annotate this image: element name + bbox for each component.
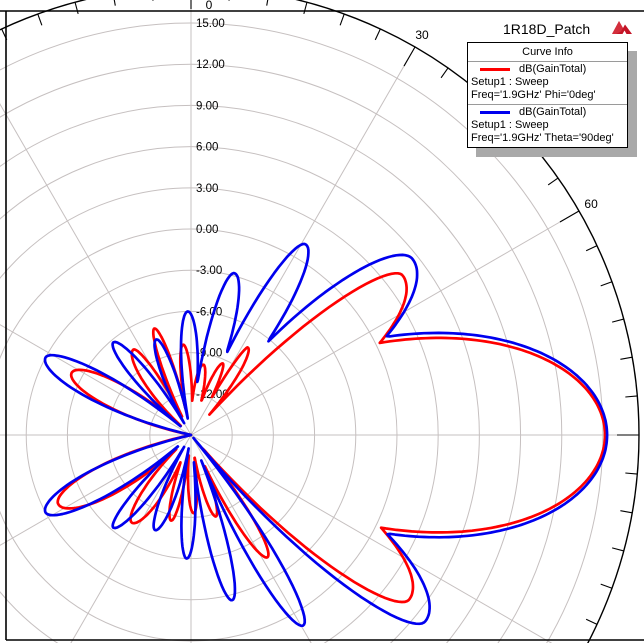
blue-line-swatch [480,111,510,114]
radial-axis-label: 3.00 [196,183,218,195]
angle-tick [585,245,598,252]
angle-tick [228,0,230,1]
page-title: 1R18D_Patch [503,21,591,37]
angle-tick [612,547,624,552]
angle-tick [600,583,613,589]
angle-spoke [0,434,192,546]
radial-axis-label: -3.00 [196,265,222,277]
radial-axis-label: -9.00 [196,348,222,360]
angle-tick [620,510,633,514]
angle-tick [152,0,154,1]
series-curve-theta90 [43,242,609,628]
angle-tick [113,0,116,6]
angle-tick [620,356,633,360]
angle-tick [524,146,535,156]
angle-tick [374,28,381,41]
angle-tick [339,13,345,26]
radial-axis-label: 0.00 [196,224,218,236]
radial-grid-ring [0,187,439,643]
radial-axis-label: 9.00 [196,100,218,112]
radial-axis-label: 12.00 [196,59,225,71]
angle-tick [37,13,43,26]
angle-spoke [190,434,312,643]
series-curve-phi0 [56,271,607,604]
angle-tick [266,0,269,6]
radial-grid-ring [0,63,563,643]
angle-tick [559,210,580,223]
radial-axis-label: 6.00 [196,142,218,154]
angle-tick [585,618,598,625]
angle-tick [403,46,416,67]
legend-entry-setup: Setup1 : Sweep [471,76,549,88]
angle-tick [625,472,638,475]
radial-grid-ring [0,105,521,643]
curve-info-legend: Curve Info dB(GainTotal) Setup1 : Sweep … [467,42,628,148]
angle-spoke [190,434,553,643]
legend-entry-condition: Freq='1.9GHz' Phi='0deg' [471,89,596,101]
legend-header: Curve Info [468,43,627,62]
legend-entry-label: dB(GainTotal) [519,63,587,75]
legend-entry-phi0: dB(GainTotal) Setup1 : Sweep Freq='1.9GH… [468,62,627,104]
legend-entry-condition: Freq='1.9GHz' Theta='90deg' [471,132,614,144]
angle-spoke [190,210,580,436]
angle-tick [612,318,624,323]
legend-entry-theta90: dB(GainTotal) Setup1 : Sweep Freq='1.9GH… [468,104,627,147]
angle-axis-label: 30 [415,28,429,42]
angle-tick [440,67,449,79]
angle-spoke [70,434,192,643]
radial-axis-label: 15.00 [196,18,225,30]
angle-tick [547,177,559,186]
legend-entry-setup: Setup1 : Sweep [471,119,549,131]
radial-axis-label: -6.00 [196,306,222,318]
angle-tick [303,2,308,14]
angle-tick [74,2,79,14]
angle-tick [625,395,638,398]
angle-axis-label: 60 [584,197,598,211]
angle-tick [600,281,613,287]
ansoft-logo-icon [612,21,632,34]
red-line-swatch [480,68,510,71]
legend-entry-label: dB(GainTotal) [519,106,587,118]
angle-axis-label: 0 [206,0,213,12]
angle-spoke [0,324,192,436]
